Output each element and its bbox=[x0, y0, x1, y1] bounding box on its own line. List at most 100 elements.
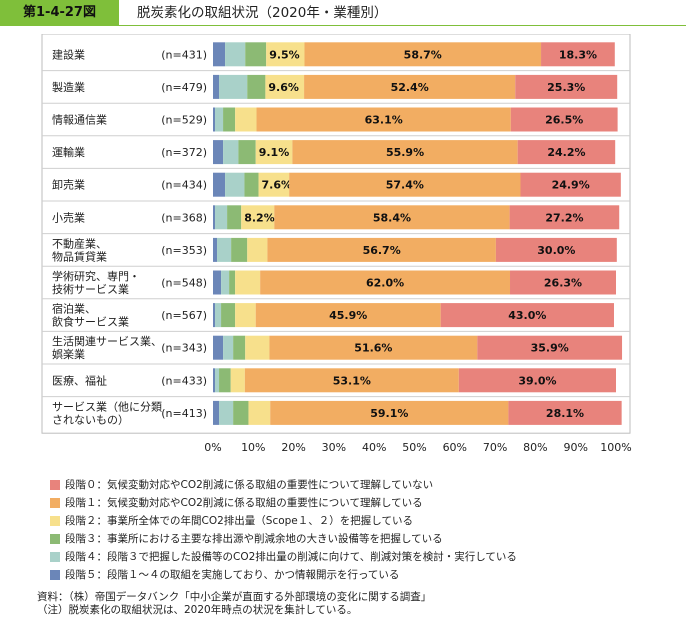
bar-segment bbox=[245, 42, 267, 67]
data-label: 51.6% bbox=[354, 342, 392, 355]
figure-title: 脱炭素化の取組状況（2020年・業種別） bbox=[137, 5, 388, 21]
bar-segment bbox=[213, 107, 216, 132]
sample-size-label: (n=567) bbox=[161, 309, 207, 322]
sample-size-label: (n=433) bbox=[161, 374, 207, 387]
bar-segment bbox=[258, 172, 290, 197]
legend-swatch bbox=[50, 498, 60, 508]
category-label: 娯楽業 bbox=[52, 347, 85, 361]
bar-segment bbox=[219, 368, 231, 393]
bar-segment bbox=[274, 205, 510, 230]
x-tick-label: 30% bbox=[322, 441, 346, 454]
data-label: 55.9% bbox=[386, 146, 424, 159]
bar-segment bbox=[270, 400, 509, 425]
bar-segment bbox=[215, 368, 220, 393]
figure-notes: 資料：（株）帝国データバンク「中小企業が直面する外部環境の変化に関する調査」 （… bbox=[37, 591, 431, 617]
data-label: 25.3% bbox=[547, 81, 585, 94]
data-label: 53.1% bbox=[333, 374, 371, 387]
bar-segment bbox=[229, 270, 236, 295]
bar-segment bbox=[256, 107, 511, 132]
bar-segment bbox=[304, 74, 516, 99]
category-label: 技術サービス業 bbox=[52, 283, 129, 296]
data-label: 26.3% bbox=[544, 277, 582, 290]
x-tick-label: 10% bbox=[241, 441, 265, 454]
category-label: 不動産業、 bbox=[52, 236, 107, 250]
data-label: 59.1% bbox=[370, 407, 408, 420]
data-label: 58.4% bbox=[373, 211, 411, 224]
legend-item: 段階４：段階３で把握した設備等のCO2排出量の削減に向けて、削減対策を検討・実行… bbox=[50, 548, 680, 566]
data-label: 56.7% bbox=[363, 244, 401, 257]
data-label: 7.6% bbox=[262, 179, 293, 192]
chart-legend: 段階０：気候変動対応やCO2削減に係る取組の重要性について理解していない 段階１：… bbox=[50, 476, 680, 584]
figure-header: 第1-4-27図 脱炭素化の取組状況（2020年・業種別） bbox=[0, 0, 686, 26]
x-tick-label: 80% bbox=[523, 441, 547, 454]
bar-segment bbox=[235, 107, 257, 132]
bar-segment bbox=[213, 303, 216, 328]
category-label: 建設業 bbox=[52, 47, 85, 61]
category-label: 小売業 bbox=[52, 211, 85, 224]
bar-segment bbox=[269, 335, 478, 360]
bar-segment bbox=[215, 205, 228, 230]
legend-label: 段階２：事業所全体での年間CO2排出量（Scope１、２）を把握している bbox=[65, 515, 413, 527]
bar-segment bbox=[458, 368, 616, 393]
legend-swatch bbox=[50, 516, 60, 526]
legend-label: 段階４：段階３で把握した設備等のCO2排出量の削減に向けて、削減対策を検討・実行… bbox=[65, 551, 517, 563]
sample-size-label: (n=479) bbox=[161, 81, 207, 94]
x-tick-label: 90% bbox=[563, 441, 587, 454]
legend-label: 段階０：気候変動対応やCO2削減に係る取組の重要性について理解していない bbox=[65, 479, 434, 491]
category-label: 製造業 bbox=[52, 80, 85, 94]
bar-segment bbox=[292, 140, 518, 165]
x-tick-label: 100% bbox=[600, 441, 631, 454]
sample-size-label: (n=368) bbox=[161, 211, 207, 224]
bar-segment bbox=[219, 400, 234, 425]
legend-label: 段階１：気候変動対応やCO2削減に係る取組の重要性について理解している bbox=[65, 497, 423, 509]
bar-segment bbox=[541, 42, 615, 67]
bar-segment bbox=[221, 303, 236, 328]
bar-segment bbox=[247, 74, 266, 99]
bar-segment bbox=[223, 107, 236, 132]
sample-size-label: (n=548) bbox=[161, 277, 207, 290]
bar-segment bbox=[495, 237, 617, 262]
data-label: 35.9% bbox=[531, 342, 569, 355]
bar-segment bbox=[255, 303, 441, 328]
category-label: 卸売業 bbox=[52, 178, 85, 192]
bar-segment bbox=[215, 107, 224, 132]
bar-segment bbox=[213, 74, 220, 99]
legend-item: 段階０：気候変動対応やCO2削減に係る取組の重要性について理解していない bbox=[50, 476, 680, 494]
bar-segment bbox=[213, 335, 224, 360]
bar-segment bbox=[230, 368, 245, 393]
x-tick-label: 60% bbox=[443, 441, 467, 454]
category-label: 学術研究、専門・ bbox=[52, 269, 140, 283]
bar-segment bbox=[223, 140, 239, 165]
bar-segment bbox=[289, 172, 521, 197]
data-label: 18.3% bbox=[559, 48, 597, 61]
sample-size-label: (n=353) bbox=[161, 244, 207, 257]
data-label: 52.4% bbox=[391, 81, 429, 94]
sample-size-label: (n=529) bbox=[161, 114, 207, 127]
figure-number: 第1-4-27図 bbox=[0, 0, 119, 26]
legend-item: 段階１：気候変動対応やCO2削減に係る取組の重要性について理解している bbox=[50, 494, 680, 512]
category-label: 運輸業 bbox=[52, 145, 85, 159]
stacked-bar-chart: 建設業 (n=431) 9.5% 58.7% 18.3% 製造業 (n=479) 9.6% 52… bbox=[41, 34, 632, 454]
bar-segment bbox=[231, 237, 248, 262]
source-note: 資料：（株）帝国データバンク「中小企業が直面する外部環境の変化に関する調査」 bbox=[37, 591, 432, 603]
data-label: 9.5% bbox=[269, 48, 300, 61]
bar-segment bbox=[213, 270, 222, 295]
bar-segment bbox=[213, 400, 220, 425]
bar-segment bbox=[255, 140, 293, 165]
bar-segment bbox=[477, 335, 623, 360]
bar-segment bbox=[219, 74, 248, 99]
bar-segment bbox=[225, 172, 245, 197]
bar-segment bbox=[213, 237, 218, 262]
data-label: 30.0% bbox=[537, 244, 575, 257]
category-label: 生活関連サービス業、 bbox=[52, 334, 162, 348]
bar-segment bbox=[213, 205, 216, 230]
legend-item: 段階５：段階１～４の取組を実施しており、かつ情報開示を行っている bbox=[50, 566, 680, 584]
bar-segment bbox=[213, 42, 226, 67]
bar-segment bbox=[235, 270, 261, 295]
bar-segment bbox=[213, 140, 224, 165]
x-tick-label: 0% bbox=[204, 441, 221, 454]
footnote: （注）脱炭素化の取組状況は、2020年時点の状況を集計している。 bbox=[37, 604, 358, 616]
bar-segment bbox=[248, 400, 271, 425]
legend-label: 段階５：段階１～４の取組を実施しており、かつ情報開示を行っている bbox=[65, 569, 400, 581]
category-label: 飲食サービス業 bbox=[52, 315, 129, 329]
